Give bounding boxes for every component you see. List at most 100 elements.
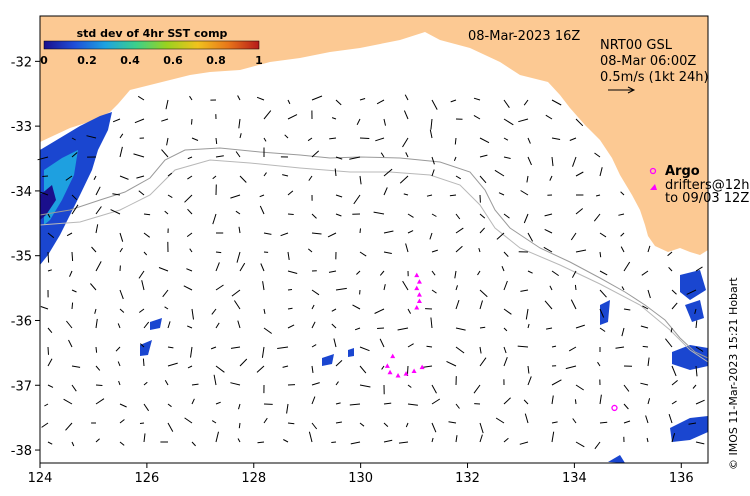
shelf-contour-line-2 xyxy=(39,159,709,363)
current-vector xyxy=(353,194,361,205)
current-vector xyxy=(119,289,124,300)
colorbar: std dev of 4hr SST comp 0 0.2 0.4 0.6 0.8 1 xyxy=(40,27,263,67)
current-vector xyxy=(455,346,465,354)
y-tick-label: -34 xyxy=(11,185,32,200)
current-vector xyxy=(183,285,193,291)
y-tick-label: -32 xyxy=(11,55,32,70)
current-vector xyxy=(90,283,97,291)
current-vector xyxy=(431,156,435,165)
current-vector xyxy=(40,191,49,196)
current-vector xyxy=(68,339,73,348)
current-vector xyxy=(287,289,293,291)
current-vector xyxy=(311,422,318,430)
current-vector xyxy=(236,251,241,263)
current-vector xyxy=(235,210,241,215)
current-vector xyxy=(212,213,217,225)
current-vector xyxy=(668,266,673,272)
current-vector xyxy=(503,397,511,405)
drifter-position xyxy=(416,298,422,304)
current-vector xyxy=(575,249,587,253)
current-vector xyxy=(66,320,73,329)
current-vector xyxy=(479,154,488,158)
current-vector xyxy=(215,401,221,405)
current-vector xyxy=(356,270,361,275)
current-vector xyxy=(71,137,76,141)
current-vector xyxy=(259,205,265,215)
current-vector xyxy=(383,251,392,254)
current-vector xyxy=(95,365,101,371)
current-vector xyxy=(623,308,631,311)
drifter-position xyxy=(414,272,420,278)
current-vector xyxy=(112,118,121,123)
current-vector xyxy=(642,345,649,348)
vector-scale-arrow xyxy=(608,86,636,94)
current-vector xyxy=(210,346,217,350)
current-vector xyxy=(187,208,193,215)
x-tick-label: 134 xyxy=(562,471,587,486)
current-vector xyxy=(231,289,241,297)
current-vector xyxy=(352,304,361,310)
current-vector xyxy=(118,380,121,386)
current-vector xyxy=(599,289,607,298)
current-vector xyxy=(191,308,194,320)
current-vector xyxy=(331,308,337,312)
drifter-position xyxy=(414,305,420,310)
current-vector xyxy=(455,245,463,253)
current-vector xyxy=(359,422,365,427)
current-vector xyxy=(479,300,483,310)
current-vector xyxy=(523,399,529,405)
current-vector xyxy=(335,156,343,160)
current-vector xyxy=(287,422,295,425)
current-vector xyxy=(349,403,361,406)
current-vector xyxy=(311,213,317,219)
current-vector xyxy=(239,262,246,272)
current-vector xyxy=(551,345,557,348)
current-vector xyxy=(215,262,220,272)
current-vector xyxy=(69,270,73,277)
current-vector xyxy=(695,346,704,352)
current-vector xyxy=(162,289,169,298)
current-vector xyxy=(230,194,241,199)
argo-floats xyxy=(611,404,618,412)
current-vector xyxy=(95,224,99,234)
current-vector xyxy=(117,361,121,367)
platform-legend: Argo drifters@12h to 09/03 12Z xyxy=(649,164,750,206)
current-vector xyxy=(523,99,529,106)
current-vector xyxy=(191,398,195,405)
current-vector xyxy=(595,194,601,197)
current-vector xyxy=(479,289,488,298)
argo-legend-symbol xyxy=(649,167,657,175)
current-vector xyxy=(141,280,145,291)
current-vector xyxy=(688,422,697,425)
current-vector xyxy=(119,175,129,180)
current-vector xyxy=(311,365,314,373)
current-vector xyxy=(165,99,169,110)
drifter-position xyxy=(411,368,417,374)
current-vector xyxy=(263,110,272,120)
current-vector xyxy=(455,175,461,180)
current-vector xyxy=(402,280,409,291)
current-vector xyxy=(647,289,651,299)
current-vector xyxy=(473,384,481,394)
current-vector xyxy=(517,345,529,348)
current-vector xyxy=(311,232,322,235)
x-tick-label: 130 xyxy=(348,471,373,486)
current-vector xyxy=(422,365,433,368)
current-vector xyxy=(455,299,460,310)
current-vector xyxy=(407,343,414,348)
current-vector xyxy=(426,194,433,197)
current-vector xyxy=(599,270,608,276)
current-vector xyxy=(376,99,385,105)
current-vector xyxy=(239,358,248,367)
current-vector xyxy=(282,365,289,368)
current-vector xyxy=(260,263,265,272)
current-vector xyxy=(503,308,512,315)
current-vector xyxy=(646,437,649,443)
current-vector xyxy=(237,95,241,101)
current-vector xyxy=(167,403,172,408)
current-vector xyxy=(167,172,173,177)
current-vector xyxy=(641,270,649,276)
current-vector xyxy=(139,422,145,424)
current-vector xyxy=(503,251,509,257)
